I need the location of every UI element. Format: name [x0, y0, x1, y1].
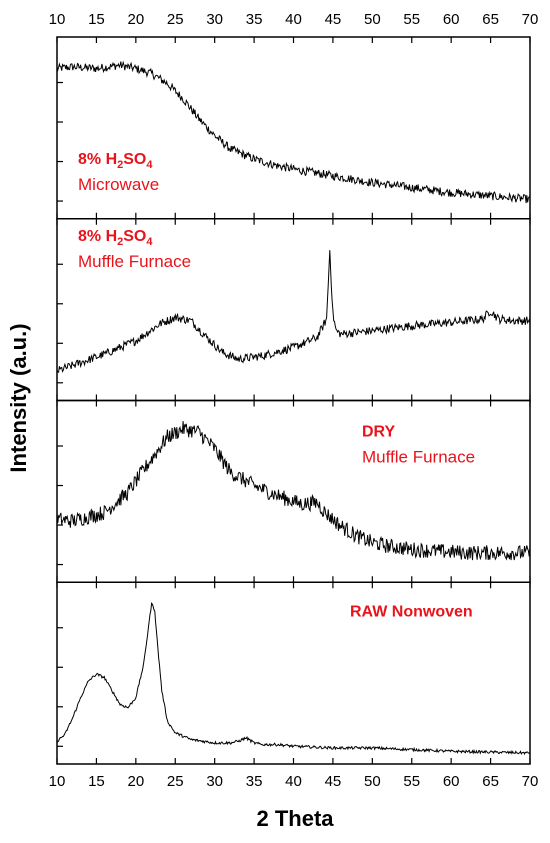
- x-tick-label-bottom: 30: [206, 773, 223, 790]
- x-tick-label-top: 25: [167, 11, 184, 28]
- x-tick-label-top: 20: [127, 11, 144, 28]
- x-tick-label-bottom: 35: [246, 773, 263, 790]
- series-line: [56, 250, 531, 373]
- annotation-bold: DRY: [362, 424, 396, 441]
- x-tick-label-bottom: 45: [325, 773, 342, 790]
- x-tick-label-top: 60: [443, 11, 460, 28]
- x-tick-label-top: 10: [49, 11, 66, 28]
- x-tick-label-bottom: 15: [88, 773, 105, 790]
- series-line: [56, 60, 531, 204]
- annotation-bold: 8% H2SO4: [78, 151, 153, 171]
- x-tick-label-bottom: 25: [167, 773, 184, 790]
- panel-1: 8% H2SO4 Microwave: [56, 36, 531, 220]
- series-line: [56, 602, 531, 756]
- x-tick-label-top: 35: [246, 11, 263, 28]
- x-tick-label-bottom: 50: [364, 773, 381, 790]
- annotation-bold: RAW Nonwoven: [350, 603, 473, 620]
- x-axis-title: 2 Theta: [256, 806, 334, 831]
- y-axis-title: Intensity (a.u.): [6, 323, 31, 472]
- x-tick-label-bottom: 65: [482, 773, 499, 790]
- panel-3: DRY Muffle Furnace: [56, 399, 531, 583]
- x-tick-label-top: 40: [285, 11, 302, 28]
- x-tick-label-top: 50: [364, 11, 381, 28]
- panel-2: 8% H2SO4 Muffle Furnace: [56, 218, 531, 402]
- x-tick-label-bottom: 10: [49, 773, 66, 790]
- x-axis-layer: 10 10 15 15 20 20 25 25 30 30 35 35 40 40 45 45 50 50 55 55…: [49, 11, 539, 790]
- panel-frame: [56, 218, 531, 402]
- series-line: [56, 421, 531, 561]
- x-tick-label-bottom: 60: [443, 773, 460, 790]
- x-tick-label-top: 45: [325, 11, 342, 28]
- x-tick-label-top: 70: [522, 11, 539, 28]
- annotation-regular: Muffle Furnace: [362, 448, 475, 467]
- panel-4: RAW Nonwoven: [56, 581, 531, 765]
- x-tick-label-top: 65: [482, 11, 499, 28]
- x-tick-label-top: 15: [88, 11, 105, 28]
- x-tick-label-bottom: 70: [522, 773, 539, 790]
- annotation-bold: 8% H2SO4: [78, 228, 153, 248]
- annotation-regular: Muffle Furnace: [78, 252, 191, 271]
- x-tick-label-top: 55: [403, 11, 420, 28]
- x-tick-label-bottom: 20: [127, 773, 144, 790]
- annotation-regular: Microwave: [78, 175, 159, 194]
- x-tick-label-bottom: 55: [403, 773, 420, 790]
- x-tick-label-top: 30: [206, 11, 223, 28]
- x-tick-label-bottom: 40: [285, 773, 302, 790]
